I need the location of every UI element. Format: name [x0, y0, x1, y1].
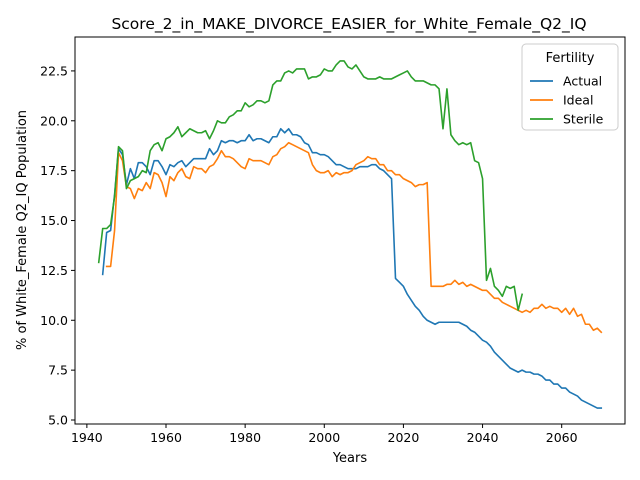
y-tick-label: 20.0 [40, 113, 68, 128]
y-tick-label: 7.5 [48, 363, 68, 378]
legend-title: Fertility [546, 51, 595, 66]
y-axis: 5.0 7.5 10.0 12.5 15.0 17.5 20.0 22.5 [40, 63, 75, 428]
y-tick-label: 5.0 [48, 413, 68, 428]
series-layer [97, 60, 603, 409]
legend-label-sterile: Sterile [563, 112, 604, 127]
x-tick-label: 2000 [308, 430, 340, 445]
x-tick-label: 1960 [150, 430, 182, 445]
x-axis: 1940 1960 1980 2000 2020 2040 2060 [71, 424, 578, 445]
series-line-sterile [97, 60, 524, 312]
legend-label-ideal: Ideal [563, 93, 593, 108]
legend-entries: Actual Ideal Sterile [530, 74, 604, 127]
x-tick-label: 2040 [467, 430, 499, 445]
legend-label-actual: Actual [563, 74, 602, 89]
x-tick-label: 1980 [229, 430, 261, 445]
y-tick-label: 22.5 [40, 63, 68, 78]
legend: Fertility Actual Ideal Sterile [521, 43, 619, 131]
plot-frame [74, 36, 626, 425]
x-tick-label: 1940 [71, 430, 103, 445]
y-tick-label: 12.5 [40, 263, 68, 278]
x-tick-label: 2020 [388, 430, 420, 445]
x-axis-label: Years [332, 451, 368, 466]
legend-box [521, 43, 619, 131]
x-tick-label: 2060 [546, 430, 578, 445]
y-tick-label: 15.0 [40, 213, 68, 228]
y-axis-label: % of White_Female Q2_IQ Population [15, 110, 30, 350]
y-tick-label: 10.0 [40, 313, 68, 328]
series-line-actual [101, 127, 603, 409]
y-tick-label: 17.5 [40, 163, 68, 178]
chart-title: Score_2_in_MAKE_DIVORCE_EASIER_for_White… [111, 15, 586, 34]
